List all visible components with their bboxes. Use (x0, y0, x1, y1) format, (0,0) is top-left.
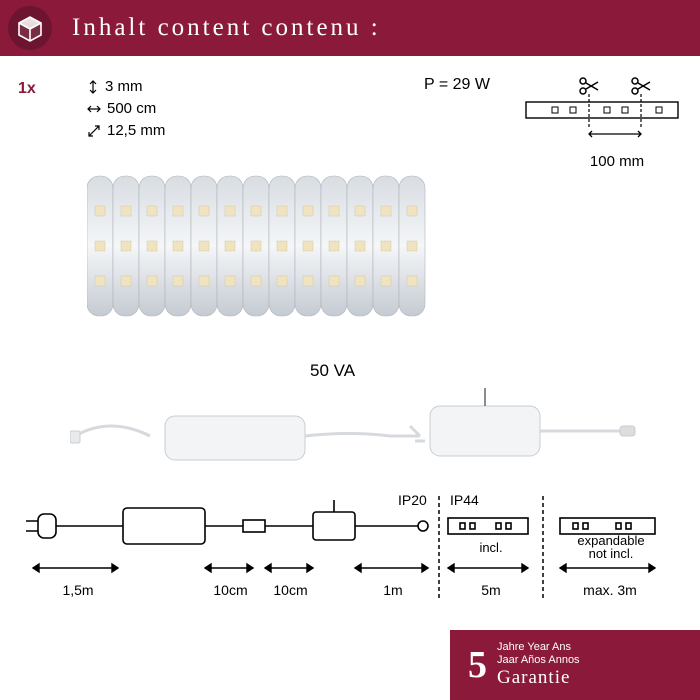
warranty-line1: Jahre Year Ans (497, 641, 580, 654)
exp2: not incl. (589, 546, 634, 561)
adapter-image (70, 386, 640, 486)
va-label: 50 VA (310, 361, 355, 381)
warranty-badge: 5 Jahre Year Ans Jaar Años Annos Garanti… (450, 630, 700, 700)
warranty-word: Garantie (497, 667, 580, 689)
quantity-label: 1x (18, 80, 36, 98)
seg4: 1m (373, 582, 413, 598)
dim-height: 3 mm (87, 76, 165, 98)
incl-label: incl. (468, 540, 514, 555)
dim-d-value: 12,5 mm (107, 120, 165, 142)
wiring-schema: IP20 IP44 1,5m 10cm 10cm 1m 5m max. 3m i… (18, 496, 682, 646)
seg3: 10cm (268, 582, 313, 598)
cut-spacing: 100 mm (552, 153, 682, 170)
header-title: Inhalt content contenu : (72, 14, 381, 42)
seg2: 10cm (208, 582, 253, 598)
warranty-line2: Jaar Años Annos (497, 654, 580, 667)
box-icon (8, 6, 52, 50)
seg6: max. 3m (570, 582, 650, 598)
seg1: 1,5m (48, 582, 108, 598)
warranty-years: 5 (468, 643, 487, 687)
seg5: 5m (471, 582, 511, 598)
content-area: 1x 3 mm 500 cm 12,5 mm P = 29 W (0, 56, 700, 76)
ip44-label: IP44 (450, 492, 479, 508)
dim-depth: 12,5 mm (87, 120, 165, 142)
dim-w-value: 500 cm (107, 98, 156, 120)
led-strip-image (87, 166, 432, 356)
dimensions: 3 mm 500 cm 12,5 mm (87, 76, 165, 142)
cut-diagram: 100 mm (522, 74, 682, 170)
dim-h-value: 3 mm (105, 76, 143, 98)
ip20-label: IP20 (398, 492, 427, 508)
dim-width: 500 cm (87, 98, 165, 120)
power-label: P = 29 W (424, 76, 490, 94)
header-bar: Inhalt content contenu : (0, 0, 700, 56)
